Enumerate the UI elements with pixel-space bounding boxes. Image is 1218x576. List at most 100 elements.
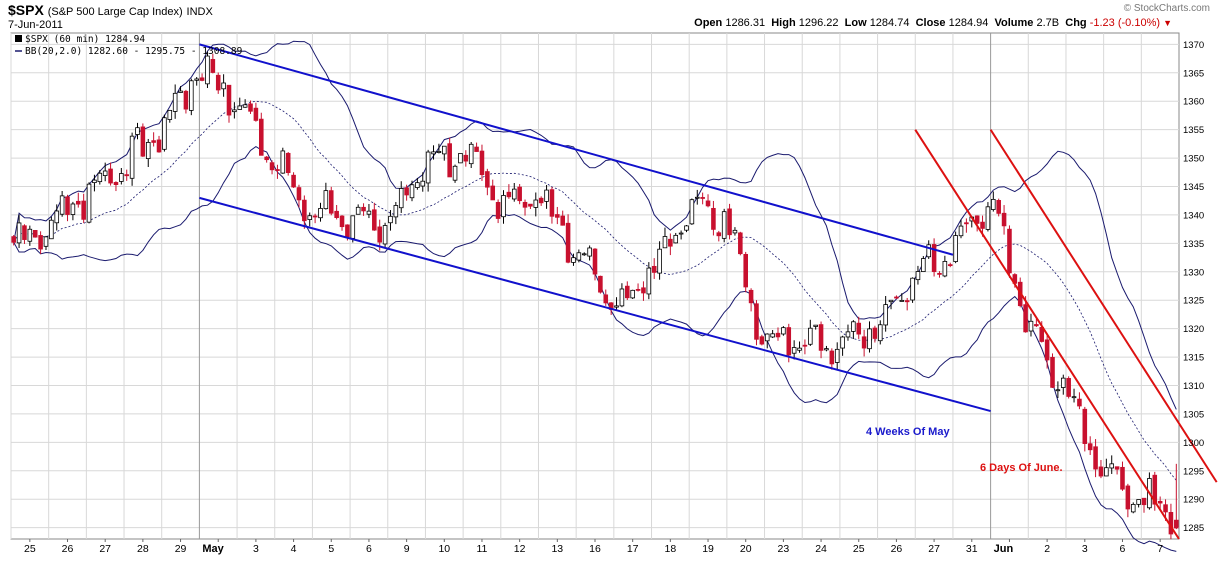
x-tick-label: 18: [665, 543, 677, 555]
candle-body: [910, 277, 915, 301]
candle-body: [1007, 228, 1012, 274]
candle-body: [592, 248, 598, 275]
candle-body: [253, 107, 259, 121]
x-tick-label: 25: [24, 543, 36, 555]
candle-body: [845, 331, 851, 338]
candle-body: [711, 207, 716, 230]
candle-body: [318, 207, 323, 219]
candle-body: [1174, 519, 1179, 529]
x-tick-label: 5: [328, 543, 334, 555]
candle-body: [506, 191, 512, 198]
symbol-exchange: INDX: [186, 6, 213, 18]
y-tick-label: 1335: [1183, 239, 1204, 250]
candle-body: [894, 296, 899, 299]
candle-body: [904, 300, 910, 303]
candle-body: [614, 305, 619, 308]
bb-lower: [13, 145, 1177, 552]
candle-body: [237, 105, 243, 110]
candle-body: [528, 203, 533, 207]
candle-body: [619, 288, 625, 307]
candle-body: [678, 232, 684, 235]
x-tick-label: 26: [891, 543, 903, 555]
bb-upper: [13, 40, 1177, 410]
candle-body: [215, 74, 221, 91]
candle-body: [393, 205, 399, 218]
candle-body: [442, 145, 447, 155]
quote-bar: Open 1286.31 High 1296.22 Low 1284.74 Cl…: [694, 17, 1172, 29]
candle-body: [651, 265, 657, 273]
candle-body: [264, 156, 269, 161]
candle-body: [533, 199, 539, 208]
candle-body: [398, 188, 404, 209]
candle-body: [1077, 398, 1082, 407]
candle-body: [339, 215, 345, 228]
close-value: 1284.94: [948, 17, 989, 29]
candle-body: [581, 253, 587, 256]
candle-body: [490, 185, 496, 201]
y-tick-label: 1345: [1183, 182, 1204, 193]
candle-body: [81, 200, 86, 220]
candle-body: [404, 187, 409, 196]
candle-body: [119, 173, 124, 182]
x-tick-label: 26: [62, 543, 74, 555]
channel-blue-lower: [199, 196, 991, 413]
candle-body: [92, 179, 97, 184]
candle-body: [1130, 504, 1136, 513]
candle-body: [770, 333, 775, 338]
candles: [11, 51, 1179, 540]
candle-body: [974, 215, 980, 224]
candle-body: [931, 244, 937, 272]
candle-body: [431, 151, 436, 155]
x-tick-label: 27: [99, 543, 111, 555]
candle-body: [495, 202, 501, 219]
candle-body: [377, 226, 382, 243]
candle-body: [743, 253, 748, 288]
candle-body: [388, 215, 393, 224]
x-tick-label: 31: [966, 543, 978, 555]
candle-body: [565, 222, 571, 263]
candle-body: [727, 208, 732, 236]
candle-body: [226, 84, 232, 116]
x-tick-label: 29: [175, 543, 187, 555]
candle-body: [694, 196, 700, 199]
legend-bb: BB(20,2.0) 1282.60 - 1295.75 - 1308.89: [25, 46, 243, 57]
candle-body: [334, 210, 339, 218]
candle-body: [991, 198, 996, 210]
candle-body: [436, 150, 442, 153]
y-tick-label: 1285: [1183, 523, 1204, 534]
candle-body: [888, 299, 894, 303]
candle-body: [75, 200, 81, 205]
y-tick-label: 1325: [1183, 296, 1204, 307]
symbol-ticker: $SPX: [8, 2, 44, 18]
y-axis: 1285 1290 1295 1300 1305 1310 1315 1320 1325 1330…: [1183, 40, 1204, 534]
candle-body: [861, 336, 867, 349]
candle-body: [549, 189, 555, 217]
candle-body: [689, 199, 695, 225]
chart-legend: $SPX (60 min) 1284.94 BB(20,2.0) 1282.60…: [15, 34, 243, 57]
candle-body: [156, 139, 162, 153]
candle-body: [97, 172, 103, 183]
candle-body: [511, 188, 517, 200]
candle-body: [296, 187, 302, 201]
candle-body: [425, 151, 431, 184]
candle-body: [1093, 446, 1098, 470]
candle-body: [1060, 377, 1066, 388]
candle-body: [555, 214, 560, 218]
candle-body: [210, 59, 216, 73]
candle-body: [754, 303, 759, 340]
candle-body: [635, 288, 641, 291]
y-tick-label: 1330: [1183, 267, 1204, 278]
candle-body: [851, 321, 856, 332]
stockcharts-credit[interactable]: © StockCharts.com: [1123, 3, 1210, 14]
candle-body: [232, 109, 237, 113]
y-tick-label: 1305: [1183, 409, 1204, 420]
candle-body: [985, 206, 991, 230]
candle-body: [345, 224, 350, 238]
chg-label: Chg: [1065, 17, 1087, 29]
candle-body: [522, 201, 528, 208]
x-tick-label: 6: [366, 543, 372, 555]
candle-body: [684, 225, 689, 231]
x-tick-label: 25: [853, 543, 865, 555]
y-tick-label: 1340: [1183, 210, 1204, 221]
candle-body: [1098, 466, 1104, 477]
